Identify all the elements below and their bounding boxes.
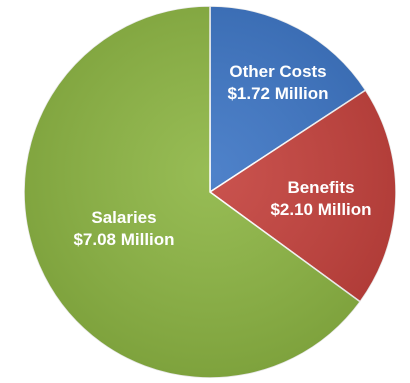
slice-label-benefits: Benefits $2.10 Million: [270, 178, 371, 219]
slice-name-other-costs: Other Costs: [229, 62, 326, 81]
slice-name-salaries: Salaries: [91, 208, 156, 227]
slice-value-benefits: $2.10 Million: [270, 200, 371, 219]
slice-label-salaries: Salaries $7.08 Million: [73, 208, 174, 249]
slice-value-other-costs: $1.72 Million: [227, 84, 328, 103]
pie-labels: Other Costs $1.72 Million Benefits $2.10 Mi…: [73, 62, 371, 249]
slice-label-other-costs: Other Costs $1.72 Million: [227, 62, 328, 103]
slice-value-salaries: $7.08 Million: [73, 230, 174, 249]
slice-name-benefits: Benefits: [287, 178, 354, 197]
